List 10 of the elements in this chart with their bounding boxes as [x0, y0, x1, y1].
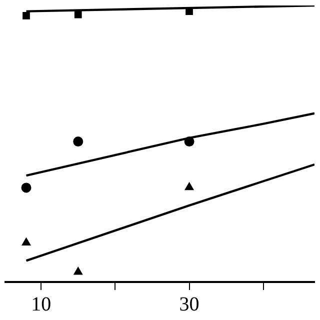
point: [73, 136, 84, 147]
point: [22, 238, 31, 246]
point: [74, 267, 83, 275]
point: [21, 182, 32, 193]
point: [184, 136, 194, 147]
x-tick-label: 10: [31, 293, 52, 316]
x-tick-label: 30: [179, 293, 200, 316]
point: [22, 12, 30, 20]
point: [184, 182, 194, 190]
point: [74, 10, 82, 18]
